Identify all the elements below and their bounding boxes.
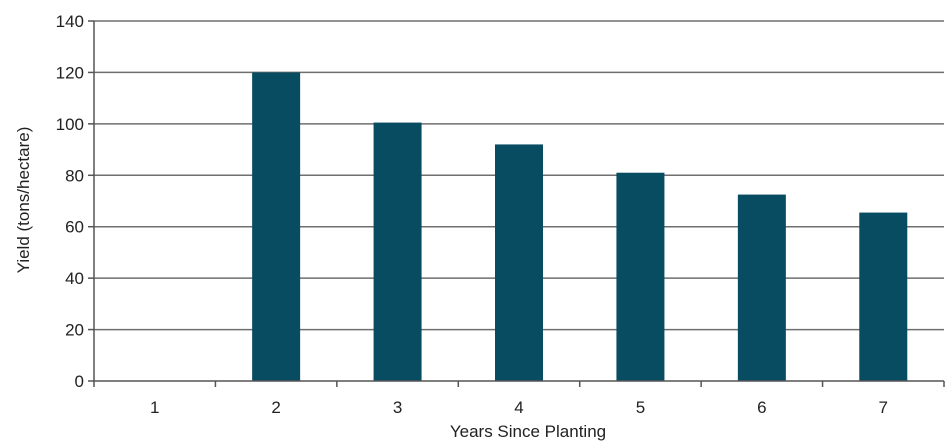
bar-year-7: [859, 212, 908, 381]
bar-year-5: [616, 172, 665, 381]
axes: [88, 20, 945, 387]
bar-year-2: [252, 72, 301, 381]
y-tick-label: 20: [65, 321, 84, 340]
bars: [252, 72, 908, 382]
y-tick-label: 40: [65, 269, 84, 288]
x-tick-label: 4: [514, 398, 523, 417]
y-tick-label: 0: [75, 372, 84, 391]
y-tick-label: 140: [56, 12, 84, 31]
y-tick-label: 80: [65, 166, 84, 185]
bar-year-3: [373, 122, 422, 382]
x-tick-label: 7: [879, 398, 888, 417]
y-tick-label: 100: [56, 115, 84, 134]
y-tick-label: 60: [65, 218, 84, 237]
y-axis-title: Yield (tons/hectare): [14, 127, 33, 274]
x-tick-label: 2: [271, 398, 280, 417]
x-tick-label: 6: [757, 398, 766, 417]
bar-year-6: [737, 194, 786, 381]
y-tick-label: 120: [56, 63, 84, 82]
x-tick-label: 1: [150, 398, 159, 417]
x-axis-title: Years Since Planting: [450, 422, 606, 441]
tick-labels: 0 20 40 60 80 100 120 140 1 2 3 4 5 6 7: [56, 12, 888, 417]
x-tick-label: 3: [393, 398, 402, 417]
x-tick-label: 5: [636, 398, 645, 417]
bar-year-4: [495, 144, 543, 381]
